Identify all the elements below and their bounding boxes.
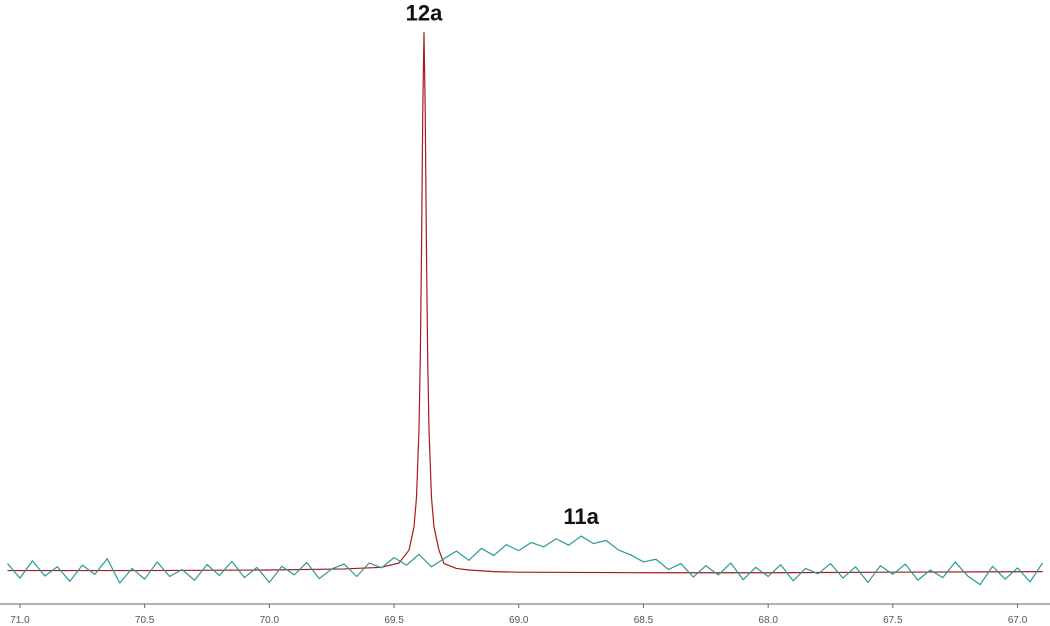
x-tick-label: 68.0 [758,615,778,626]
x-tick-label: 67.0 [1008,615,1028,626]
x-tick-label: 69.0 [509,615,529,626]
spectrum-line [7,31,1043,574]
x-tick-label: 70.5 [135,615,155,626]
x-tick-label: 71.0 [10,615,30,626]
peak-label: 11a [563,504,599,529]
x-tick-label: 70.0 [260,615,280,626]
x-tick-label: 68.5 [634,615,654,626]
x-tick-label: 69.5 [384,615,404,626]
spectrum-line [7,535,1044,586]
peak-label: 12a [406,0,443,25]
x-tick-label: 67.5 [883,615,903,626]
